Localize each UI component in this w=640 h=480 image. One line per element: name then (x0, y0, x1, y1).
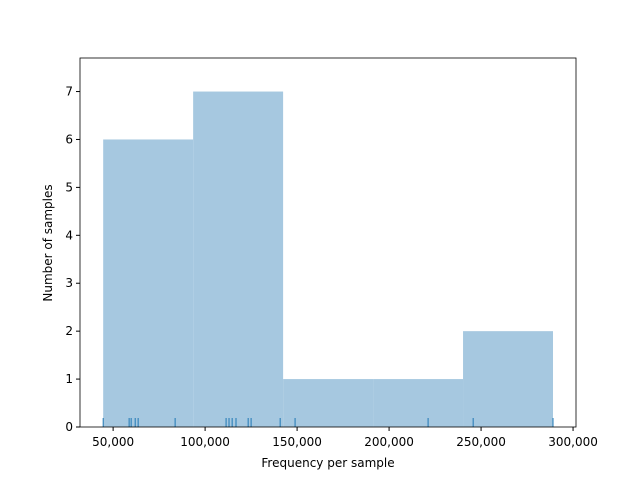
y-tick-label: 4 (65, 228, 73, 242)
x-tick-label: 250,000 (456, 435, 506, 449)
y-tick-label: 0 (65, 420, 73, 434)
y-axis-label: Number of samples (41, 184, 55, 301)
x-tick-label: 300,000 (548, 435, 598, 449)
bar (463, 331, 554, 427)
y-tick-label: 2 (65, 324, 73, 338)
bar (283, 379, 374, 427)
plot-frame (79, 57, 577, 428)
y-tick-label: 7 (65, 85, 73, 99)
y-tick-label: 3 (65, 276, 73, 290)
x-tick-label: 50,000 (92, 435, 134, 449)
bar (373, 379, 464, 427)
x-tick-label: 150,000 (272, 435, 322, 449)
y-tick-label: 6 (65, 132, 73, 146)
bar (193, 91, 284, 427)
x-axis-label: Frequency per sample (261, 456, 394, 470)
bar (103, 139, 194, 427)
x-tick-label: 200,000 (364, 435, 414, 449)
y-tick-label: 5 (65, 180, 73, 194)
y-tick-label: 1 (65, 372, 73, 386)
x-tick-label: 100,000 (180, 435, 230, 449)
